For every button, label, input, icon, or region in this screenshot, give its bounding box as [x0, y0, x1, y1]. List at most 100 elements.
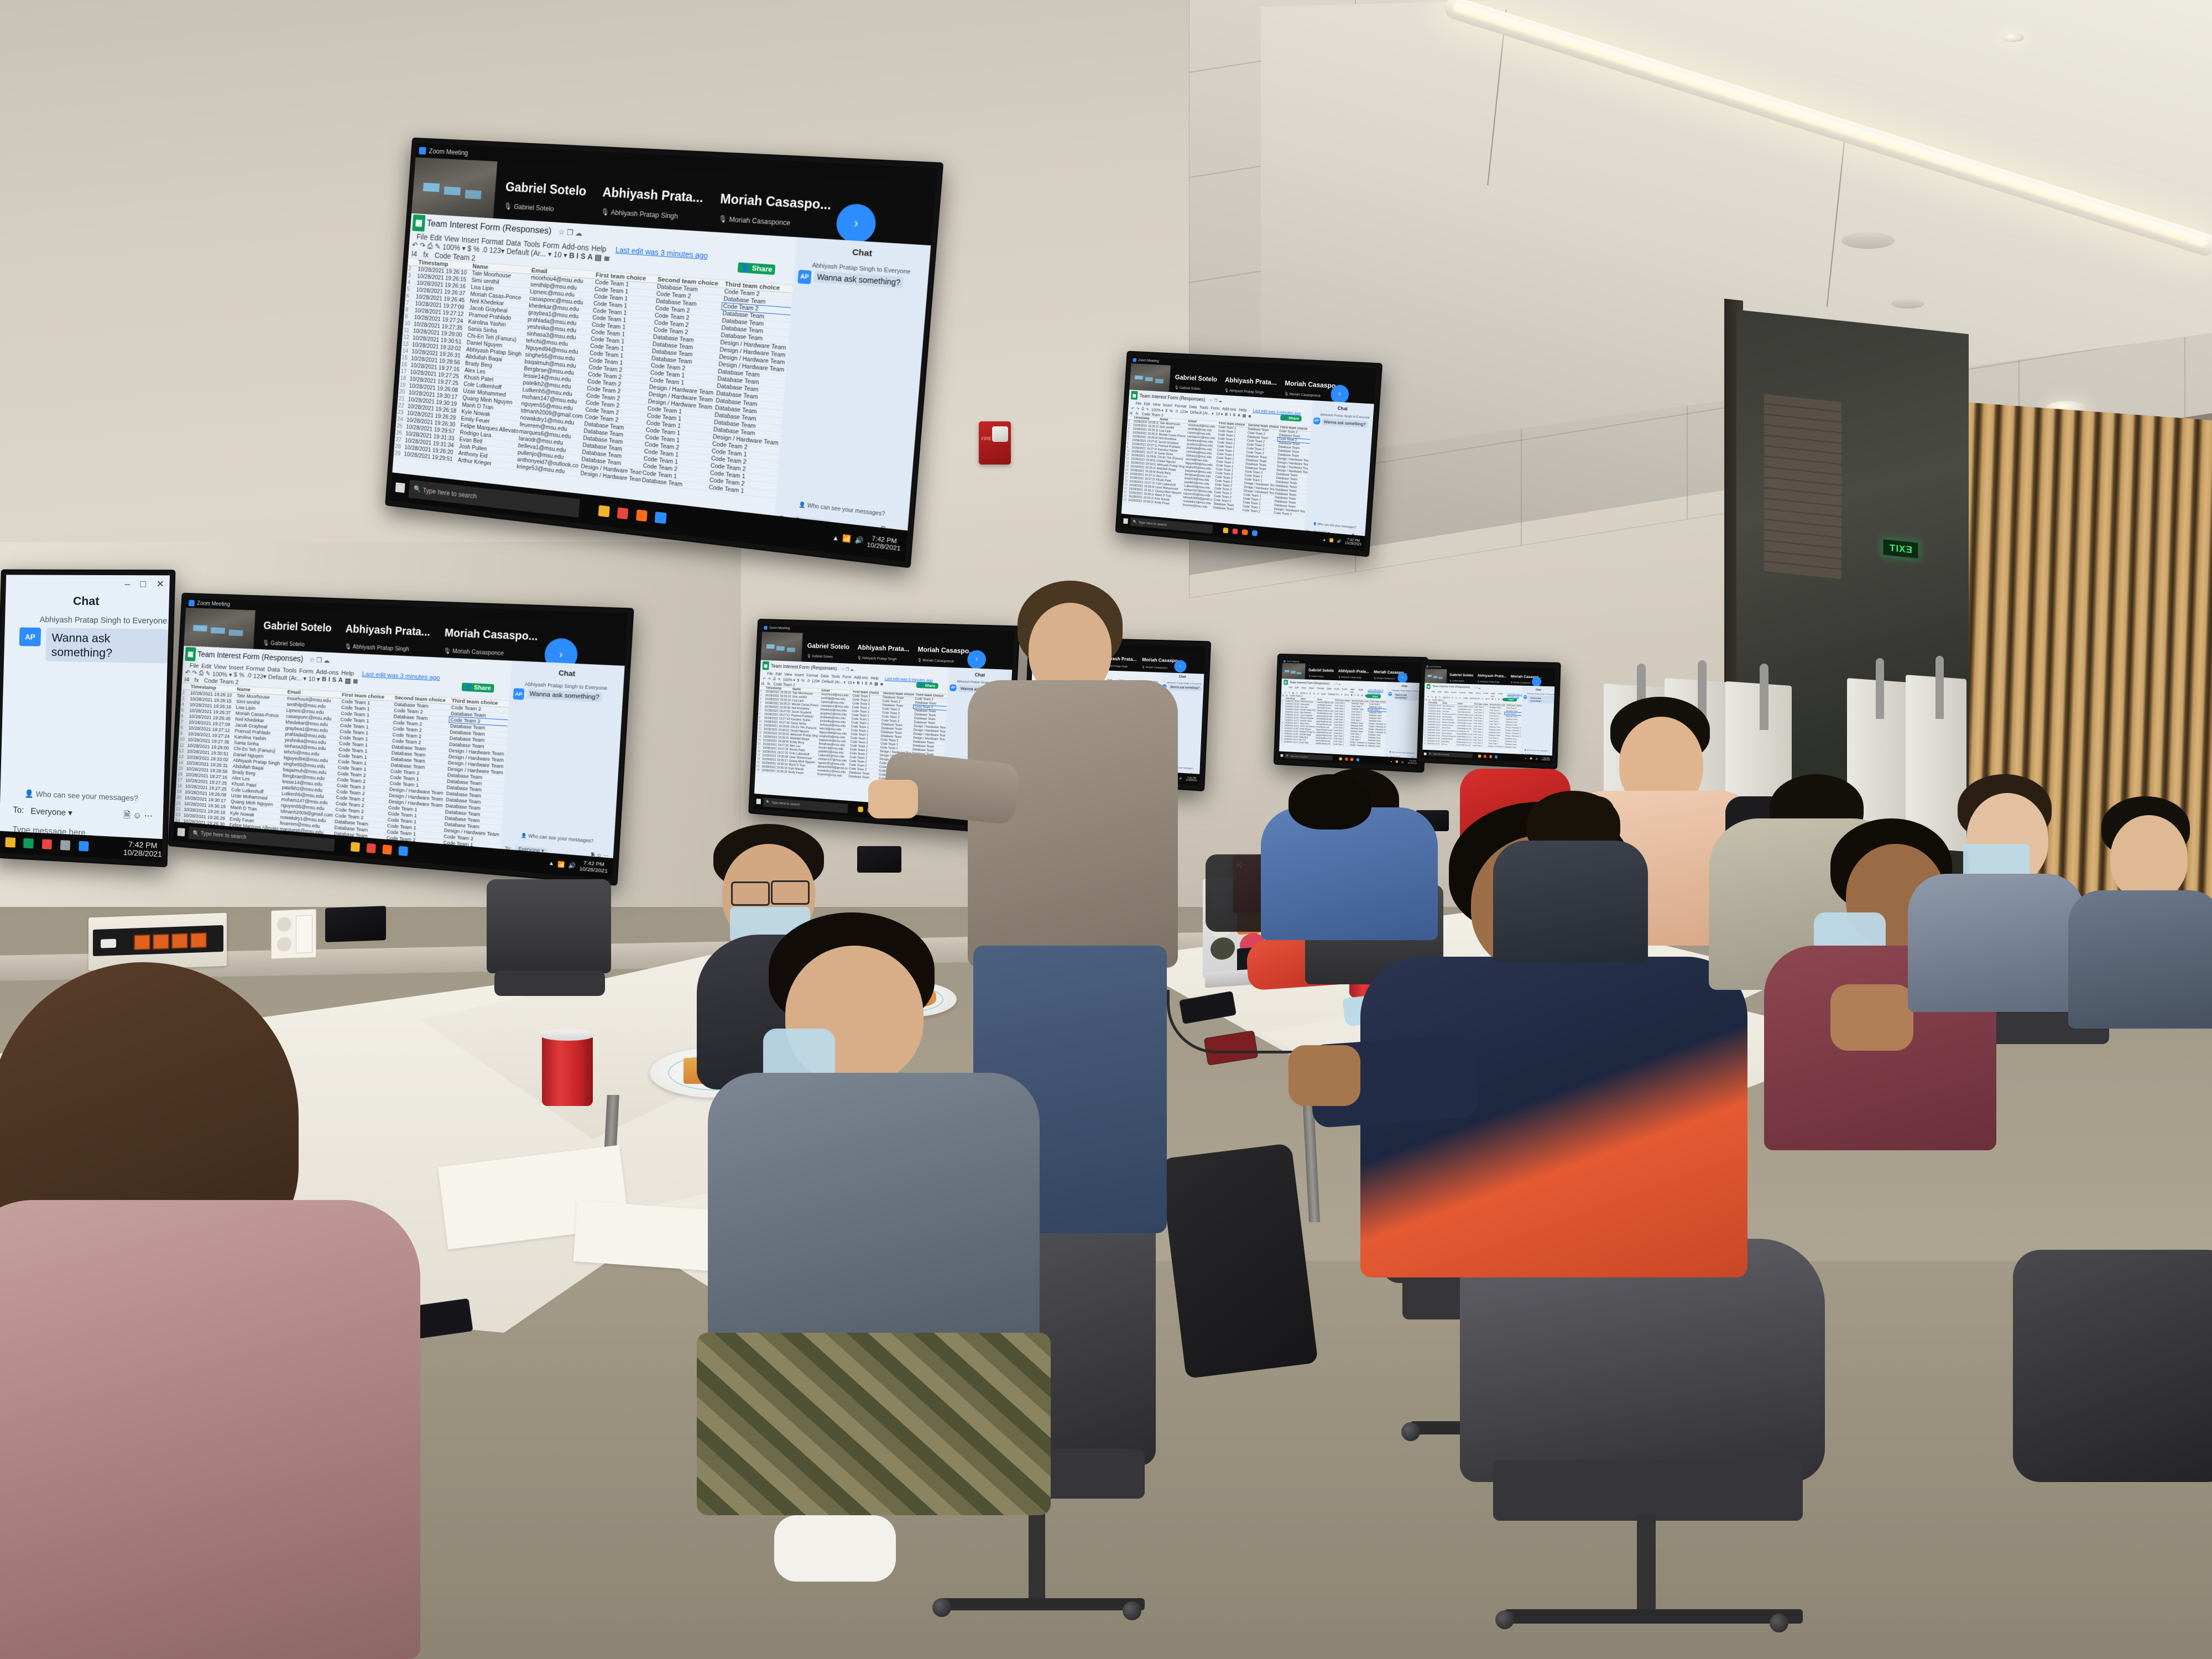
- tray-icon[interactable]: ▲: [1322, 538, 1327, 542]
- sheets-toolbar-icon[interactable]: ✎: [205, 670, 211, 677]
- sheets-style-icon[interactable]: A: [587, 252, 593, 262]
- sheets-format-icon[interactable]: 123▾: [1180, 409, 1188, 415]
- sheets-style-icon[interactable]: A: [1237, 412, 1241, 418]
- windows-start-icon[interactable]: [1123, 518, 1129, 524]
- zoom-icon[interactable]: [1494, 755, 1498, 759]
- sheets-cell[interactable]: patelkh2@msu.edu: [1315, 742, 1331, 745]
- close-icon[interactable]: ✕: [156, 578, 165, 589]
- taskbar-search-box[interactable]: 🔍Type here to search: [1285, 753, 1333, 761]
- tray-icon[interactable]: 📶: [1395, 760, 1399, 763]
- sheets-star-icon[interactable]: ☆ ❐ ☁: [1333, 682, 1341, 686]
- sheets-format-icon[interactable]: 123▾: [1321, 692, 1326, 696]
- sheets-menu-item[interactable]: Edit: [1437, 690, 1442, 693]
- sheets-format-icon[interactable]: %: [239, 671, 245, 679]
- sheets-cell[interactable]: 10/28/2021 19:27:16: [1427, 742, 1441, 745]
- sheets-font-size[interactable]: 10 ▾: [308, 675, 320, 683]
- tray-icon[interactable]: 📶: [1329, 538, 1334, 543]
- sheets-style-icon[interactable]: I: [576, 251, 579, 260]
- zoom-participant-tile[interactable]: Abhiyash Prata... 🎙 Abhiyash Pratap Singh: [345, 623, 431, 654]
- office-chair-far-foreground[interactable]: [2013, 1250, 2212, 1659]
- tray-icon[interactable]: 🔊: [568, 862, 576, 870]
- windows-taskbar[interactable]: 7:42 PM 10/28/2021: [0, 831, 170, 862]
- chat-privacy-link[interactable]: 👤 Who can see your messages?: [1524, 749, 1548, 753]
- sheets-name-box[interactable]: I4: [411, 249, 418, 258]
- zoom-icon[interactable]: [1356, 758, 1360, 761]
- taskbar-app-icons[interactable]: [1222, 527, 1258, 536]
- sheets-cell[interactable]: Database Team: [1505, 745, 1517, 749]
- sheets-name-box[interactable]: I4: [1282, 694, 1284, 697]
- minimize-icon[interactable]: –: [124, 578, 131, 589]
- chat-to-dropdown[interactable]: Everyone ▾: [30, 806, 73, 818]
- firefox-icon[interactable]: [1350, 757, 1354, 761]
- wall-display-main-large[interactable]: Zoom Meeting📌 Gabriel SoteloGabriel Sote…: [385, 137, 944, 568]
- taskbar-app-icons[interactable]: [598, 505, 667, 524]
- sheets-style-icon[interactable]: B: [857, 680, 860, 686]
- sheets-format-icon[interactable]: %: [1455, 696, 1457, 700]
- sheets-menu-item[interactable]: Format: [1459, 691, 1466, 694]
- firefox-icon[interactable]: [635, 509, 648, 522]
- sheets-zoom-level[interactable]: 100% ▾: [1151, 407, 1164, 413]
- zoom-participant-tile[interactable]: Abhiyash Prata... 🎙 Abhiyash Pratap Singh: [1338, 670, 1369, 679]
- sheets-share-button[interactable]: 👤 Share: [916, 682, 938, 689]
- sheets-toolbar-icon[interactable]: ↷: [419, 241, 426, 250]
- chat-window-controls[interactable]: – □ ✕: [124, 578, 164, 590]
- office-chair-right-front[interactable]: [1460, 1239, 1847, 1659]
- taskbar-app-icon[interactable]: [23, 838, 34, 849]
- hdmi-input[interactable]: [190, 932, 207, 948]
- sheets-format-icon[interactable]: $: [797, 677, 800, 683]
- sheets-toolbar-icon[interactable]: ↶: [185, 669, 191, 676]
- sheets-toolbar-icon[interactable]: ↶: [1427, 695, 1430, 698]
- wall-display-far-right-a[interactable]: Zoom Meeting📌 Gabriel SoteloGabriel Sote…: [1273, 653, 1429, 773]
- sheets-toolbar-icon[interactable]: ↶: [1131, 405, 1135, 411]
- sheets-zoom-level[interactable]: 100% ▾: [782, 677, 796, 682]
- sheets-menu-item[interactable]: Edit: [430, 233, 442, 242]
- zoom-participant-tile[interactable]: Gabriel Sotelo🎙 Gabriel Sotelo: [1449, 674, 1474, 682]
- tray-icon[interactable]: ▲: [1524, 757, 1527, 760]
- sheets-toolbar-icon[interactable]: ⎙: [1434, 695, 1437, 698]
- sheets-star-icon[interactable]: ☆ ❐ ☁: [1209, 397, 1223, 404]
- sheets-menu-item[interactable]: File: [1432, 690, 1436, 693]
- sheets-menu-item[interactable]: Add-ons: [1349, 688, 1355, 694]
- sheets-format-icon[interactable]: %: [801, 677, 805, 683]
- hdmi-input[interactable]: [171, 933, 188, 950]
- sheets-format-icon[interactable]: 123▾: [253, 672, 267, 680]
- chrome-icon[interactable]: [1232, 528, 1238, 535]
- tray-icon[interactable]: 📶: [842, 534, 852, 544]
- sheets-name-box[interactable]: I4: [1425, 698, 1427, 701]
- sheets-menu-item[interactable]: Edit: [201, 662, 212, 670]
- sheets-cell[interactable]: 10/28/2021 19:27:25: [1284, 740, 1298, 744]
- sheets-star-icon[interactable]: ☆ ❐ ☁: [558, 227, 583, 238]
- sheets-toolbar-icon[interactable]: ↶: [1284, 691, 1286, 695]
- zoom-participant-tile[interactable]: Gabriel Sotelo🎙 Gabriel Sotelo: [504, 180, 587, 216]
- sheets-style-icon[interactable]: I: [1495, 697, 1496, 701]
- sheets-toolbar-icon[interactable]: ✎: [1438, 696, 1441, 699]
- sheets-doc-title[interactable]: Team Interest Form (Responses): [1290, 681, 1330, 686]
- sheets-menu-item[interactable]: File: [1288, 686, 1292, 689]
- sheets-style-icon[interactable]: S: [332, 676, 337, 684]
- sheets-style-icon[interactable]: ▤: [874, 681, 879, 686]
- sheets-style-icon[interactable]: ≣: [880, 681, 884, 686]
- av-control-panel[interactable]: [325, 906, 386, 942]
- file-explorer-icon[interactable]: [858, 806, 864, 813]
- windows-start-icon[interactable]: [177, 827, 186, 837]
- sheets-format-icon[interactable]: $: [1165, 408, 1168, 413]
- sheets-font-size[interactable]: 10 ▾: [1485, 697, 1490, 701]
- sheets-menu-item[interactable]: Form: [1483, 691, 1489, 695]
- sheets-format-icon[interactable]: $: [1309, 692, 1311, 695]
- sheets-style-icon[interactable]: B: [568, 251, 575, 260]
- sheets-menu-item[interactable]: File: [767, 671, 773, 676]
- sheets-star-icon[interactable]: ☆ ❐ ☁: [841, 666, 854, 672]
- sheets-menu-item[interactable]: Tools: [1334, 687, 1340, 691]
- sheets-formula-value[interactable]: Code Team 2: [1432, 698, 1445, 702]
- sheets-style-icon[interactable]: A: [338, 676, 343, 684]
- sheets-menu-item[interactable]: Help: [341, 669, 354, 677]
- sheets-font-size[interactable]: 10 ▾: [553, 249, 568, 259]
- office-chair[interactable]: [487, 879, 614, 1067]
- zoom-participant-tile[interactable]: Gabriel Sotelo🎙 Gabriel Sotelo: [1174, 373, 1217, 392]
- sheets-menu-item[interactable]: Data: [1326, 687, 1332, 691]
